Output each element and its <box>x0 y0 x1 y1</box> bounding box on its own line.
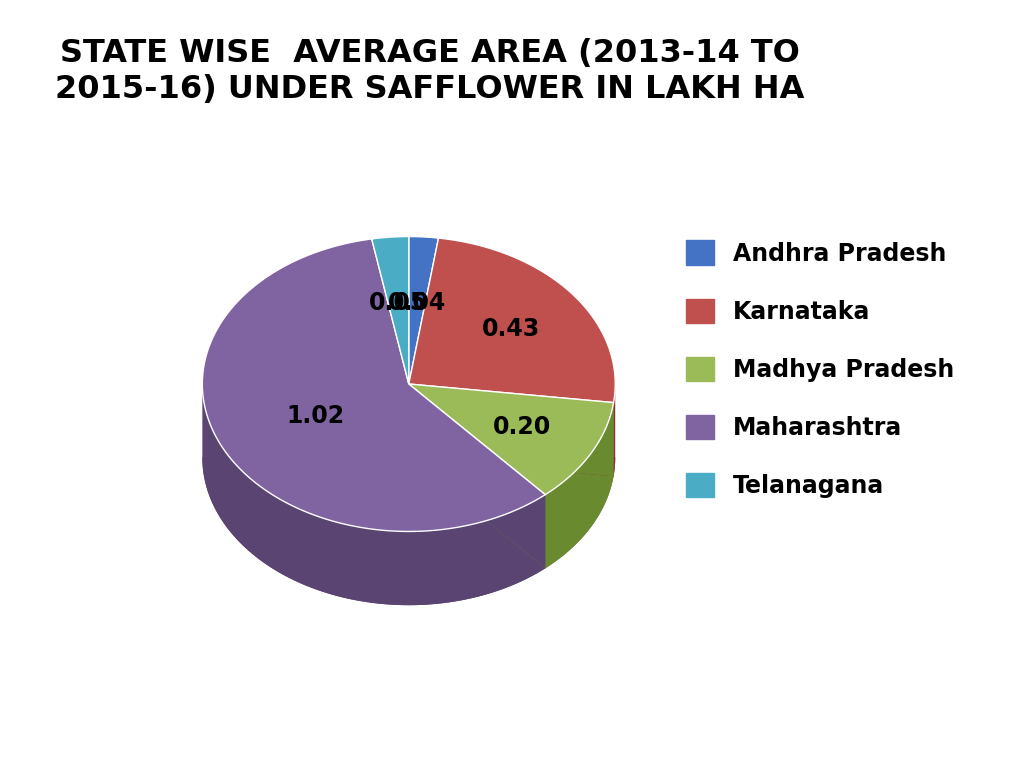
Text: 0.20: 0.20 <box>493 415 551 439</box>
Polygon shape <box>545 402 613 568</box>
Polygon shape <box>203 384 545 605</box>
Polygon shape <box>409 384 545 568</box>
Polygon shape <box>409 458 613 568</box>
Polygon shape <box>409 457 615 476</box>
Text: 0.05: 0.05 <box>370 291 428 315</box>
Polygon shape <box>409 384 613 476</box>
Polygon shape <box>409 384 613 495</box>
Polygon shape <box>409 238 615 402</box>
Polygon shape <box>203 458 545 605</box>
Polygon shape <box>409 384 613 476</box>
Text: 1.02: 1.02 <box>287 404 345 429</box>
Polygon shape <box>613 383 615 476</box>
Legend: Andhra Pradesh, Karnataka, Madhya Pradesh, Maharashtra, Telanagana: Andhra Pradesh, Karnataka, Madhya Prades… <box>686 240 954 498</box>
Text: 0.43: 0.43 <box>481 316 540 341</box>
Polygon shape <box>203 239 545 531</box>
Polygon shape <box>409 237 438 384</box>
Polygon shape <box>409 384 545 568</box>
Polygon shape <box>372 237 409 384</box>
Text: STATE WISE  AVERAGE AREA (2013-14 TO
2015-16) UNDER SAFFLOWER IN LAKH HA: STATE WISE AVERAGE AREA (2013-14 TO 2015… <box>55 38 805 105</box>
Text: 0.04: 0.04 <box>388 291 446 315</box>
